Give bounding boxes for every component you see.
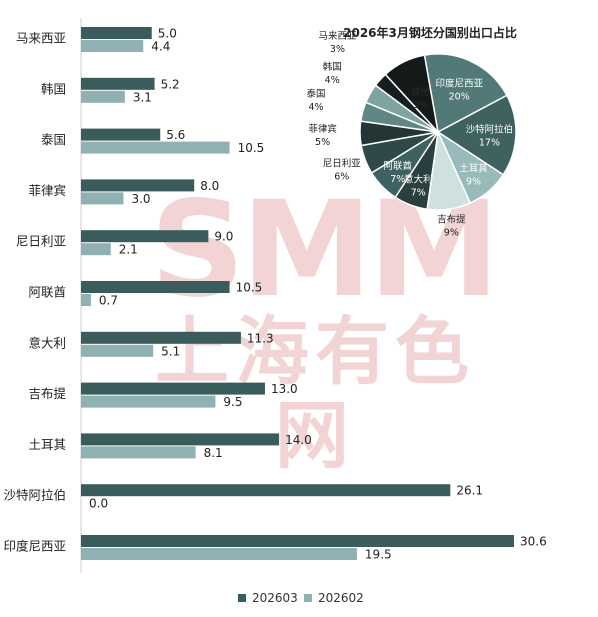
pie-slice-pct: 7% [390,174,405,185]
pie-slice [423,53,508,134]
pie-slice [436,94,517,176]
pie-slice-pct: 17% [479,137,500,148]
bar-202603 [81,535,514,547]
category-label: 泰国 [41,132,66,147]
bar-value-label-202603: 11.3 [247,331,274,345]
pie-slice-label: 吉布提 [437,214,466,226]
pie-slice-pct: 4% [309,102,324,113]
bar-value-label-202602: 10.5 [238,141,265,155]
pie-slice-label: 沙特阿拉伯 [466,123,514,135]
bar-value-label-202603: 30.6 [520,535,547,549]
bar-value-label-202603: 9.0 [214,230,233,244]
pie-title: 2026年3月钢坯分国别出口占比 [343,25,517,40]
bar-value-label-202602: 0.7 [99,294,118,308]
bar-202602 [81,243,111,256]
bar-value-label-202603: 14.0 [285,433,312,447]
category-label: 韩国 [41,81,66,96]
bar-202602 [81,40,144,52]
pie-slice-pct: 3% [330,44,345,55]
bar-value-label-202602: 2.1 [119,243,138,257]
pie-slice-label: 土耳其 [459,162,488,174]
legend-label-202602: 202602 [318,591,364,605]
pie-slice-pct: 5% [315,137,330,148]
bar-value-label-202603: 5.2 [161,77,180,91]
pie-slice-pct: 20% [449,92,470,103]
bar-202603 [81,179,195,192]
bar-value-label-202603: 13.0 [271,382,298,396]
bar-value-label-202603: 10.5 [236,281,263,295]
pie-slice-label: 韩国 [323,61,342,73]
bar-value-label-202603: 8.0 [200,179,219,193]
bar-value-label-202602: 0.0 [89,497,108,511]
pie-slice-label: 印度尼西亚 [435,78,483,90]
category-label: 土耳其 [28,437,66,452]
bar-value-label-202603: 26.1 [456,484,483,498]
bar-value-label-202602: 3.1 [133,90,152,104]
bar-202602 [81,141,230,154]
bar-202602 [81,344,154,357]
legend-label-202603: 202603 [252,591,298,605]
bar-202603 [81,128,161,141]
bar-202602 [81,294,91,306]
bar-value-label-202602: 19.5 [365,548,392,562]
pie-slice-label: 泰国 [307,88,326,100]
category-label: 印度尼西亚 [3,539,66,554]
category-label: 沙特阿拉伯 [3,488,66,503]
bar-value-label-202602: 5.1 [161,344,180,358]
bar-value-label-202602: 9.5 [223,395,242,409]
bar-202603 [81,484,451,497]
pie-slice-pct: 6% [334,172,349,183]
pie-slice-label: 尼日利亚 [323,158,362,170]
category-label: 菲律宾 [28,183,66,198]
legend-swatch-202603 [238,594,246,602]
bar-202602 [81,548,357,560]
bar-202603 [81,27,152,39]
bar-value-label-202602: 3.0 [131,192,150,206]
bar-value-label-202602: 4.4 [151,40,170,54]
pie-slice-label: 其他 [411,86,431,98]
bar-value-label-202603: 5.0 [158,27,177,41]
bar-202602 [81,395,216,408]
pie-slice-pct: 4% [325,75,340,86]
bar-202602 [81,90,125,103]
pie-slice-label: 阿联酋 [383,160,412,172]
pie-slice-label: 菲律宾 [308,123,337,135]
category-label: 尼日利亚 [16,234,66,249]
bar-202603 [81,281,230,293]
bar-202603 [81,382,265,395]
legend-swatch-202602 [304,594,312,602]
bar-202603 [81,230,209,243]
pie-slice-pct: 9% [444,228,459,239]
pie-slice-label: 马来西亚 [318,31,357,42]
bar-202602 [81,446,196,459]
category-label: 阿联酋 [28,285,66,300]
pie-slice-label: 意大利 [404,174,433,186]
bar-value-label-202602: 8.1 [204,446,223,460]
bar-202602 [81,192,124,205]
bar-value-label-202603: 5.6 [166,128,185,142]
bar-202603 [81,331,241,344]
category-label: 吉布提 [28,386,66,401]
pie-slice [384,54,440,135]
pie-slice-pct: 7% [411,188,426,199]
bar-202603 [81,77,155,90]
pie-slice-pct: 9% [466,176,481,187]
bar-202603 [81,433,280,446]
pie-slice-pct: 9% [413,100,428,111]
category-label: 意大利 [28,335,66,350]
category-label: 马来西亚 [16,31,66,46]
